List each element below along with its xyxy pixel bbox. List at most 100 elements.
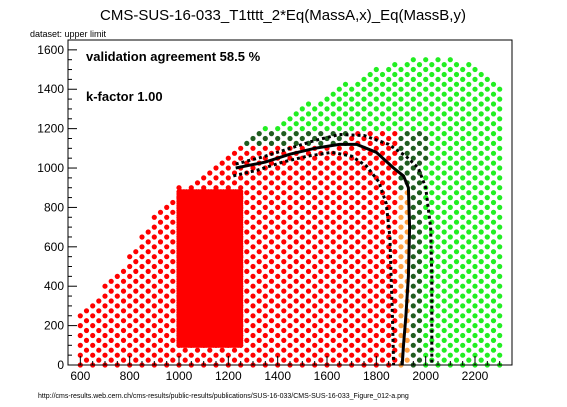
- scatter-point: [453, 278, 460, 284]
- scatter-point: [275, 254, 281, 260]
- scatter-point: [164, 204, 170, 210]
- scatter-point: [423, 96, 429, 102]
- scatter-point: [478, 347, 484, 353]
- scatter-point: [312, 185, 318, 191]
- scatter-point: [447, 126, 453, 132]
- scatter-point: [386, 86, 392, 92]
- scatter-point: [367, 199, 373, 206]
- footer-url: http://cms-results.web.cern.ch/cms-resul…: [38, 393, 409, 400]
- scatter-point: [453, 209, 460, 215]
- scatter-point: [120, 308, 127, 314]
- scatter-point: [441, 150, 447, 156]
- scatter-point: [127, 303, 133, 309]
- scatter-point: [127, 254, 133, 260]
- scatter-point: [312, 254, 318, 260]
- scatter-point: [336, 244, 342, 250]
- scatter-point: [349, 86, 355, 92]
- scatter-point: [429, 150, 435, 156]
- scatter-point: [423, 313, 429, 319]
- scatter-point: [373, 273, 379, 279]
- scatter-point: [379, 268, 386, 274]
- scatter-point: [238, 352, 244, 358]
- scatter-point: [392, 101, 398, 107]
- scatter-point: [256, 259, 262, 265]
- scatter-point: [447, 254, 453, 260]
- scatter-point: [262, 293, 268, 299]
- scatter-point: [466, 288, 472, 294]
- scatter-point: [435, 126, 441, 132]
- scatter-point: [342, 219, 349, 225]
- scatter-point: [361, 313, 367, 319]
- scatter-point: [305, 101, 312, 107]
- scatter-point: [466, 298, 472, 304]
- y-tick-label: 1400: [37, 82, 64, 96]
- scatter-point: [342, 160, 349, 166]
- scatter-point: [478, 249, 484, 255]
- scatter-point: [336, 352, 342, 358]
- scatter-point: [157, 229, 164, 235]
- scatter-point: [416, 111, 423, 117]
- scatter-point: [108, 298, 114, 304]
- scatter-point: [398, 313, 404, 319]
- scatter-point: [484, 96, 490, 102]
- scatter-point: [410, 244, 416, 250]
- scatter-point: [466, 111, 472, 117]
- scatter-point: [262, 175, 268, 181]
- scatter-point: [83, 327, 90, 334]
- scatter-point: [453, 308, 460, 314]
- scatter-point: [447, 195, 453, 201]
- scatter-point: [472, 126, 478, 132]
- scatter-point: [250, 185, 256, 191]
- scatter-point: [472, 96, 478, 102]
- scatter-point: [293, 298, 299, 304]
- scatter-point: [244, 180, 250, 186]
- scatter-point: [386, 293, 392, 299]
- scatter-point: [367, 111, 373, 117]
- scatter-point: [318, 298, 324, 304]
- scatter-point: [386, 175, 392, 181]
- scatter-point: [490, 229, 497, 235]
- scatter-point: [102, 313, 108, 319]
- scatter-point: [318, 229, 324, 235]
- scatter-point: [250, 135, 256, 142]
- scatter-point: [410, 224, 416, 230]
- scatter-point: [262, 254, 268, 260]
- scatter-point: [497, 263, 503, 270]
- scatter-point: [490, 239, 497, 245]
- scatter-point: [429, 229, 435, 235]
- scatter-point: [268, 288, 275, 294]
- scatter-point: [127, 352, 133, 358]
- scatter-point: [287, 303, 293, 309]
- scatter-point: [379, 337, 386, 343]
- scatter-point: [466, 62, 472, 68]
- scatter-point: [398, 195, 404, 201]
- scatter-point: [392, 140, 398, 146]
- scatter-point: [355, 278, 361, 284]
- scatter-point: [392, 239, 398, 245]
- scatter-point: [379, 209, 386, 215]
- scatter-point: [157, 259, 164, 265]
- scatter-point: [453, 62, 460, 68]
- scatter-point: [225, 165, 231, 171]
- scatter-point: [379, 278, 386, 284]
- scatter-point: [460, 224, 466, 230]
- scatter-point: [466, 229, 472, 235]
- scatter-point: [490, 249, 497, 255]
- scatter-point: [349, 116, 355, 122]
- scatter-point: [318, 327, 324, 334]
- scatter-point: [293, 278, 299, 284]
- scatter-point: [324, 244, 330, 250]
- scatter-point: [299, 342, 305, 348]
- scatter-point: [157, 239, 164, 245]
- scatter-point: [250, 342, 256, 348]
- scatter-point: [275, 283, 281, 289]
- scatter-point: [170, 327, 176, 334]
- scatter-point: [392, 62, 398, 68]
- scatter-point: [367, 209, 373, 215]
- scatter-point: [367, 337, 373, 343]
- scatter-point: [460, 126, 466, 132]
- scatter-point: [262, 204, 268, 210]
- scatter-point: [453, 199, 460, 206]
- scatter-point: [478, 308, 484, 314]
- scatter-point: [151, 293, 157, 299]
